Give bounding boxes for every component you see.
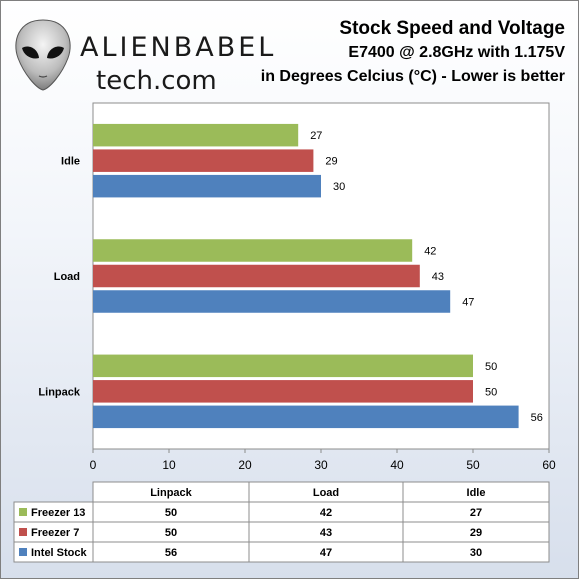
logo-wordmark: ALIENBABEL <box>80 32 277 63</box>
bar <box>93 290 451 313</box>
bar-value-label: 27 <box>310 130 322 142</box>
x-tick-label: 20 <box>238 458 252 472</box>
legend-swatch <box>19 508 27 516</box>
table-cell-value: 29 <box>470 527 482 539</box>
table-cell-value: 47 <box>320 547 332 559</box>
table-row-label: Freezer 7 <box>31 527 79 539</box>
bar-value-label: 50 <box>485 386 497 398</box>
title-line-3: in Degrees Celcius (°C) - Lower is bette… <box>260 68 565 85</box>
alienbabel-logo: ALIENBABEL tech.com <box>8 14 273 96</box>
x-tick-label: 50 <box>466 458 480 472</box>
table-row-label: Freezer 13 <box>31 507 85 519</box>
bar-value-label: 29 <box>325 156 337 168</box>
table-column-header: Load <box>313 487 339 499</box>
chart-title: Stock Speed and Voltage E7400 @ 2.8GHz w… <box>235 16 565 89</box>
bar <box>93 380 473 403</box>
bar <box>93 123 299 147</box>
title-line-1: Stock Speed and Voltage <box>339 18 565 39</box>
table-cell-value: 56 <box>165 547 177 559</box>
category-label: Load <box>54 271 80 283</box>
x-tick-label: 30 <box>314 458 328 472</box>
x-tick-label: 10 <box>162 458 176 472</box>
table-row <box>13 501 550 523</box>
bar <box>93 405 519 429</box>
bar-value-label: 42 <box>424 246 436 258</box>
bar-value-label: 47 <box>462 297 474 309</box>
logo-domain: tech.com <box>96 66 217 96</box>
x-tick-label: 0 <box>90 458 97 472</box>
category-label: Linpack <box>38 386 80 398</box>
bar <box>93 149 314 172</box>
table-column-header: Idle <box>467 487 486 499</box>
table-cell-value: 30 <box>470 547 482 559</box>
table-cell-value: 50 <box>165 527 177 539</box>
table-cell-value: 50 <box>165 507 177 519</box>
table-column-header: Linpack <box>150 487 192 499</box>
bar-value-label: 56 <box>531 412 543 424</box>
table-cell-value: 43 <box>320 527 332 539</box>
bar-value-label: 43 <box>432 271 444 283</box>
bar-value-label: 30 <box>333 181 345 193</box>
title-line-2: E7400 @ 2.8GHz with 1.175V <box>348 44 565 61</box>
table-cell-value: 27 <box>470 507 482 519</box>
bar <box>93 354 473 378</box>
bar <box>93 264 420 288</box>
legend-swatch <box>19 528 27 536</box>
bar <box>93 174 321 198</box>
x-tick-label: 60 <box>542 458 556 472</box>
table-row-label: Intel Stock <box>31 547 88 559</box>
category-label: Idle <box>61 156 80 168</box>
legend-swatch <box>19 548 27 556</box>
alien-head-icon <box>15 19 71 91</box>
x-tick-label: 40 <box>390 458 404 472</box>
bar <box>93 239 413 262</box>
table-cell-value: 42 <box>320 507 332 519</box>
table-row <box>13 521 550 543</box>
bar-value-label: 50 <box>485 361 497 373</box>
table-row <box>13 541 550 563</box>
